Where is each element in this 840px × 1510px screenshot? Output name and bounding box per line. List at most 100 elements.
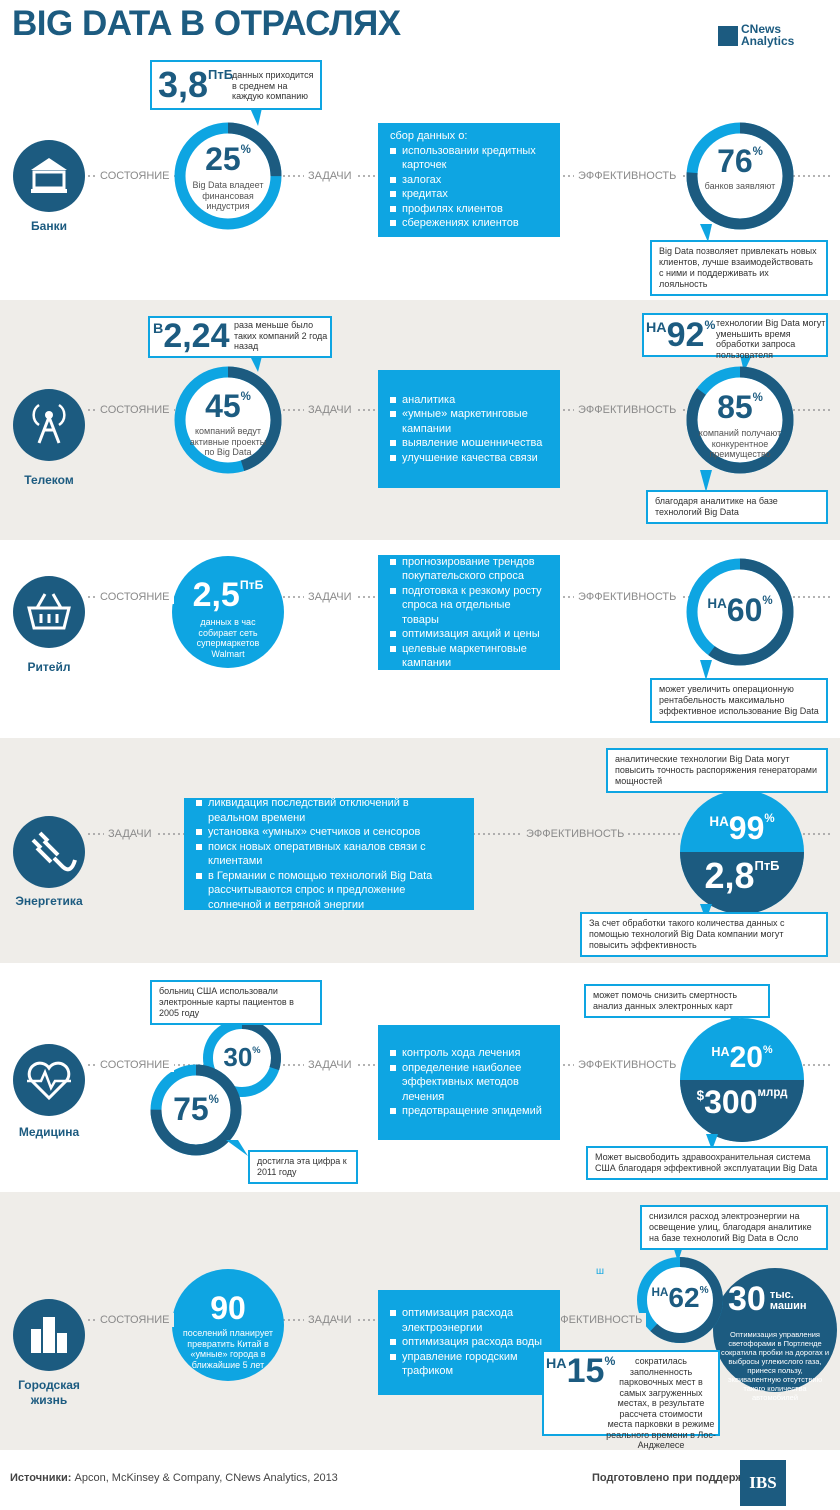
pointer (226, 1140, 248, 1156)
unit: % (240, 391, 251, 403)
prefix: НА (651, 1286, 669, 1299)
section-label: ЗАДАЧИ (304, 169, 356, 183)
prefix: НА (546, 1356, 567, 1372)
pointer (706, 1134, 718, 1150)
callout-box (642, 313, 828, 357)
industry-icon (13, 389, 85, 461)
section-label: ЭФФЕКТИВНОСТЬ (574, 403, 681, 417)
value: 300 (704, 1084, 758, 1120)
value: 30 (728, 1280, 766, 1318)
ring-text: компаний ведут активные проекты по Big D… (189, 426, 267, 457)
ring-arc (686, 558, 794, 666)
unit: % (699, 1285, 709, 1296)
circle-text: поселений планирует превратить Китай в «… (182, 1328, 274, 1370)
callout-box (148, 316, 332, 358)
task-item: ликвидация последствий отключений в реал… (196, 796, 462, 825)
unit: % (764, 813, 775, 825)
box-text: сократилась заполненность парковочных ме… (606, 1356, 716, 1450)
circle-value: $300млрд (692, 1086, 792, 1118)
ring-value: 76% (690, 145, 790, 177)
icon-shape (43, 1317, 55, 1353)
prefix: НА (709, 814, 729, 829)
callout-text: раза меньше было таких компаний 2 года н… (234, 320, 328, 351)
task-item: определение наиболее эффективных методов… (390, 1061, 548, 1105)
prefix: НА (711, 1045, 730, 1059)
unit: % (604, 1354, 616, 1368)
icon-shape (32, 170, 66, 190)
section-label: ЗАДАЧИ (304, 1058, 356, 1072)
industry-icon (13, 140, 85, 212)
task-item: оптимизация акций и цены (390, 627, 548, 642)
task-item: залогах (390, 173, 548, 188)
unit: тыс. машин (769, 1289, 807, 1313)
split-circle-bottom (680, 852, 804, 914)
value: 60 (726, 592, 763, 628)
icon-shape (31, 1329, 41, 1353)
value: 45 (205, 388, 241, 424)
ring-text: компаний получают конкурентное преимущес… (698, 428, 782, 459)
pointer (250, 108, 262, 126)
state-circle (172, 1269, 284, 1381)
ring-value: 45% (178, 390, 278, 422)
task-item: оптимизация расхода электроэнергии (390, 1306, 548, 1335)
task-item: выявление мошенничества (390, 436, 548, 451)
effect-box (542, 1350, 720, 1436)
effect-note: снизился расход электроэнергии на освеще… (640, 1205, 828, 1250)
unit: ПтБ (239, 578, 264, 592)
ring-value: 75% (156, 1093, 236, 1125)
industry-name: Ритейл (27, 660, 71, 674)
task-item: использовании кредитных карточек (390, 144, 548, 173)
unit: ПтБ (208, 67, 234, 82)
circle-value: НА20% (692, 1043, 792, 1073)
section-label: СОСТОЯНИЕ (96, 1058, 174, 1072)
ring-value: 30% (207, 1044, 277, 1070)
task-item: целевые маркетинговые кампании (390, 642, 548, 671)
value: 3,8 (158, 64, 209, 105)
icon-shape (45, 411, 53, 419)
support: Подготовлено при поддержке (592, 1472, 755, 1484)
split-circle-bottom (680, 1080, 804, 1142)
task-item: установка «умных» счетчиков и сенсоров (196, 825, 462, 840)
circle-value: 2,5ПтБ (178, 578, 278, 612)
task-item: «умные» маркетинговые кампании (390, 407, 548, 436)
ring-arc (174, 122, 282, 230)
value: 92 (666, 316, 705, 354)
icon-shape (32, 403, 66, 427)
ring-value: 25% (178, 143, 278, 175)
effect-circle (713, 1268, 837, 1392)
effect-note: может увеличить операционную рентабельно… (650, 678, 828, 723)
unit: % (208, 1094, 219, 1106)
value: 2,8 (704, 855, 755, 896)
value: 20 (729, 1041, 763, 1074)
section-label: ЭФФЕКТИВНОСТЬ (522, 827, 629, 841)
value: 30 (223, 1042, 253, 1072)
icon-shape (31, 189, 67, 193)
tasks-box: прогнозирование трендов покупательского … (378, 555, 560, 670)
task-item: аналитика (390, 393, 548, 408)
task-item: управление городским трафиком (390, 1350, 548, 1379)
state-circle (172, 556, 284, 668)
prefix: $ (696, 1088, 705, 1103)
value: 90 (210, 1290, 246, 1326)
section-label: ЗАДАЧИ (304, 1313, 356, 1327)
unit: % (752, 392, 763, 404)
task-item: предотвращение эпидемий (390, 1104, 548, 1119)
effect-note: может помочь снизить смертность анализ д… (584, 984, 770, 1018)
task-item: профилях клиентов (390, 202, 548, 217)
task-item: кредитах (390, 187, 548, 202)
task-item: сбережениях клиентов (390, 216, 548, 231)
icon-shape (31, 158, 67, 170)
task-item: подготовка к резкому росту спроса на отд… (390, 584, 548, 628)
icon-shape (27, 593, 71, 630)
task-item: оптимизация расхода воды (390, 1335, 548, 1350)
box-value: НА15% (546, 1354, 615, 1388)
unit: млрд (757, 1087, 788, 1099)
industry-name: Медицина (18, 1125, 80, 1139)
task-item: в Германии с помощью технологий Big Data… (196, 869, 462, 913)
effect-note: Может высвободить здравоохранительная си… (586, 1146, 828, 1180)
tasks-box: аналитика «умные» маркетинговые кампании в… (378, 370, 560, 488)
ring-arc (686, 366, 794, 474)
sources-label: Источники: (10, 1472, 72, 1484)
callout-value: 3,8ПтБ (158, 64, 233, 105)
callout-value: В2,24 (153, 319, 233, 353)
